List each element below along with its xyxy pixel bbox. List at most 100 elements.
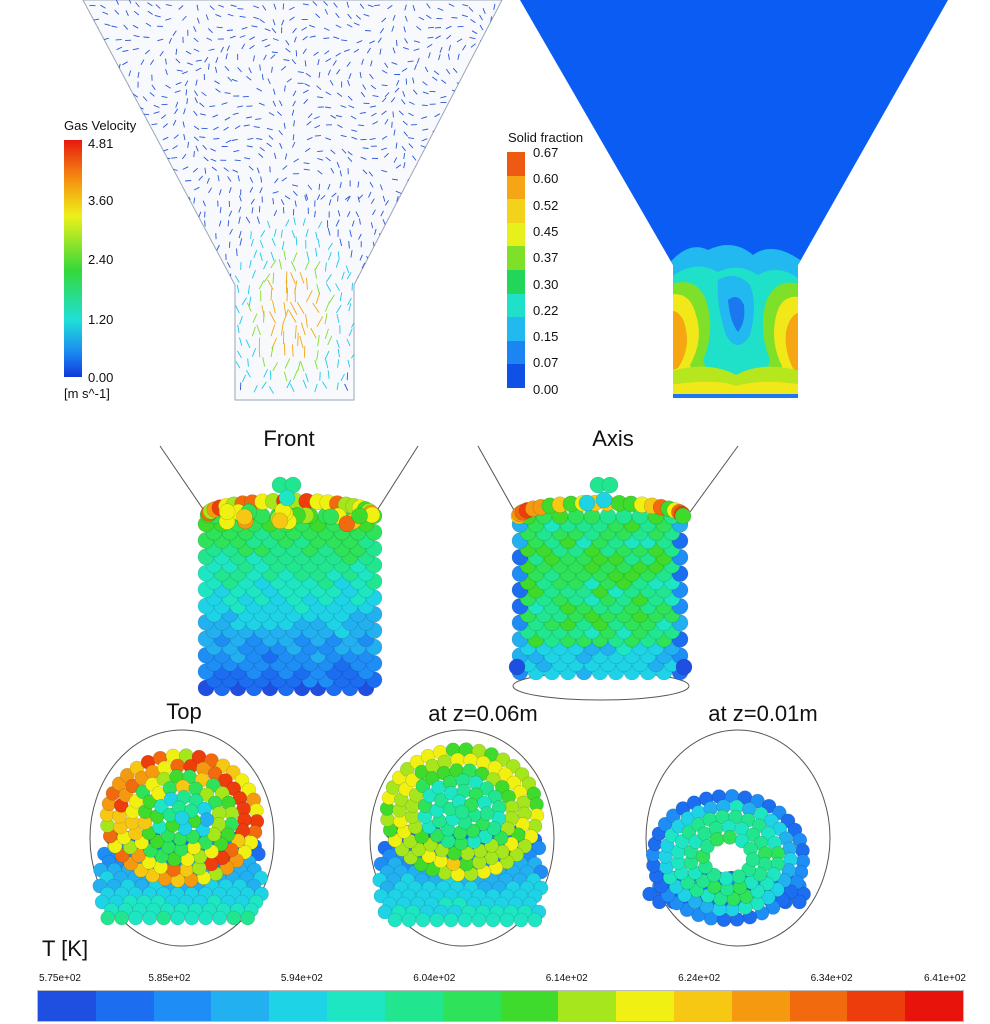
velocity-vector [314, 359, 318, 370]
velocity-vector [193, 48, 200, 52]
velocity-vector [457, 53, 460, 60]
velocity-vector [448, 44, 451, 51]
velocity-vector [215, 88, 221, 93]
velocity-vector [369, 105, 376, 108]
velocity-vector [369, 73, 374, 80]
velocity-vector [355, 211, 360, 218]
view-title-axis: Axis [592, 426, 634, 451]
particle [218, 503, 236, 521]
velocity-vector [305, 73, 312, 78]
velocity-vector [195, 79, 198, 86]
velocity-vector [256, 137, 263, 140]
velocity-vector [204, 57, 209, 63]
velocity-vector [403, 162, 406, 169]
velocity-vector [314, 124, 321, 129]
velocity-vector [370, 198, 375, 205]
velocity-vector [335, 52, 341, 57]
velocity-vector [272, 198, 275, 205]
velocity-vector [479, 24, 484, 31]
velocity-vector [162, 123, 168, 128]
velocity-vector [433, 70, 440, 75]
particle [718, 871, 734, 886]
particle [198, 910, 213, 926]
velocity-vector [346, 61, 351, 67]
velocity-vector [266, 127, 273, 131]
velocity-vector [270, 346, 274, 358]
velocity-vector [370, 222, 374, 229]
velocity-vector [203, 156, 209, 162]
velocity-vector [194, 97, 198, 104]
velocity-vector [168, 37, 172, 44]
velocity-vector [315, 13, 321, 19]
velocity-vector [272, 362, 279, 372]
velocity-vector [318, 71, 321, 78]
gas-velocity-colorbar [64, 140, 82, 377]
velocity-vector [290, 272, 296, 284]
velocity-vector [223, 126, 229, 131]
velocity-vector [314, 260, 321, 270]
velocity-vector [316, 350, 319, 361]
velocity-vector [263, 369, 269, 378]
velocity-vector [324, 262, 327, 272]
velocity-vector [227, 261, 231, 269]
velocity-vector [347, 95, 353, 101]
velocity-vector [335, 283, 340, 292]
velocity-vector [270, 259, 277, 269]
velocity-vector [196, 17, 200, 24]
velocity-vector [280, 229, 283, 238]
velocity-vector [100, 4, 106, 9]
velocity-vector [345, 265, 350, 274]
velocity-vector [273, 3, 277, 10]
velocity-vector [348, 73, 352, 80]
velocity-vector [337, 210, 341, 217]
velocity-vector [336, 382, 339, 391]
velocity-vector [381, 97, 387, 103]
velocity-vector [290, 261, 297, 272]
velocity-vector [303, 162, 310, 165]
velocity-vector [314, 210, 316, 218]
velocity-vector [270, 251, 275, 261]
velocity-vector [266, 142, 272, 147]
velocity-vector [306, 121, 312, 126]
velocity-vector [261, 74, 264, 81]
velocity-vector [281, 241, 285, 250]
velocity-vector [272, 19, 276, 26]
velocity-vector [151, 123, 158, 126]
velocity-vector [441, 79, 447, 84]
velocity-vector [351, 282, 353, 291]
velocity-vector [262, 5, 267, 11]
velocity-vector [104, 23, 111, 27]
velocity-vector [295, 236, 298, 246]
velocity-vector [175, 81, 182, 86]
gas-velocity-field [82, 0, 503, 401]
temperature-title: T [K] [42, 936, 89, 961]
velocity-vector [145, 22, 152, 27]
velocity-vector [115, 0, 119, 5]
velocity-vector [132, 93, 139, 98]
velocity-vector [227, 76, 233, 82]
particle [792, 894, 807, 910]
velocity-vector [183, 108, 186, 115]
velocity-vector [174, 90, 181, 93]
velocity-vector [181, 153, 187, 160]
velocity-vector [241, 297, 247, 306]
velocity-vector [259, 146, 265, 152]
velocity-vector [271, 51, 278, 54]
velocity-vector [249, 177, 254, 183]
velocity-vector [194, 90, 198, 96]
velocity-vector [111, 25, 118, 28]
velocity-vector [196, 4, 199, 11]
velocity-vector [327, 227, 331, 236]
velocity-vector [274, 178, 279, 184]
gas-velocity-tick-1: 3.60 [88, 193, 114, 208]
velocity-vector [259, 240, 264, 249]
solid-fraction-swatch [507, 293, 525, 318]
velocity-vector [440, 95, 447, 99]
velocity-vector [325, 106, 332, 109]
solid-fraction-title: Solid fraction [508, 130, 584, 145]
z001-view [642, 729, 831, 947]
velocity-vector [391, 178, 398, 181]
particle [100, 910, 115, 926]
velocity-vector [305, 290, 313, 303]
particle [387, 912, 403, 928]
